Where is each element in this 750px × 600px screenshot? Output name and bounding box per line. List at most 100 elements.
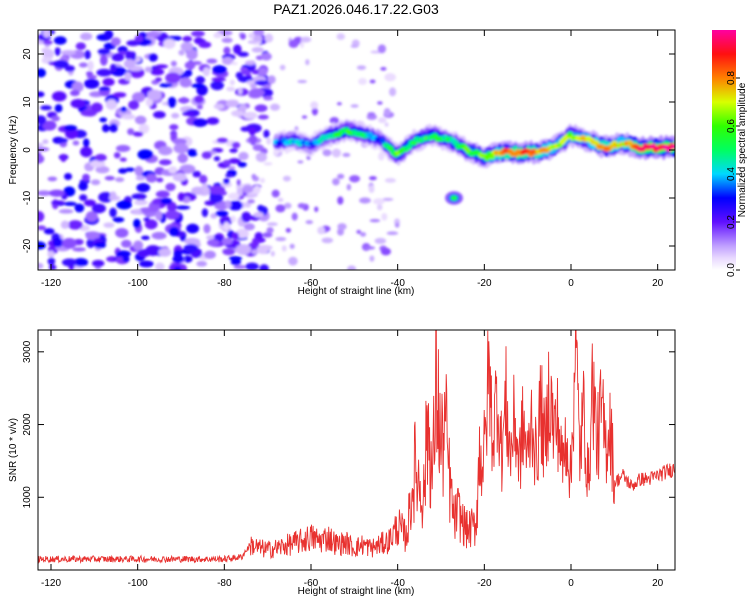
chart-title: PAZ1.2026.046.17.22.G03 <box>273 1 439 17</box>
noise-blob <box>368 185 375 193</box>
noise-blob <box>64 128 79 140</box>
snr-frame <box>37 329 676 571</box>
noise-blob <box>282 175 291 182</box>
noise-blob <box>69 89 80 97</box>
noise-blob <box>64 65 75 72</box>
noise-blob <box>152 200 162 205</box>
noise-blob <box>95 166 110 174</box>
noise-blob <box>346 183 352 191</box>
noise-blob <box>170 60 177 67</box>
noise-blob <box>206 58 218 64</box>
noise-blob <box>113 152 121 159</box>
x-tick-label: -100 <box>128 278 148 289</box>
noise-blob <box>82 173 90 182</box>
noise-blob <box>38 142 44 148</box>
noise-blob <box>42 30 51 38</box>
noise-blob <box>51 91 67 102</box>
noise-blob <box>177 97 190 104</box>
noise-blob <box>204 250 216 259</box>
noise-blob <box>125 50 133 61</box>
noise-blob <box>363 246 376 250</box>
noise-blob <box>222 248 236 256</box>
colorbar-ticks: 0.0 0.2 0.4 0.6 0.8 <box>726 71 740 277</box>
noise-blob <box>238 104 247 112</box>
noise-blob <box>78 62 88 68</box>
noise-blob <box>155 262 165 270</box>
x-tick-label: -60 <box>304 278 319 289</box>
noise-blob <box>147 89 162 101</box>
noise-blob <box>120 106 128 113</box>
spectrogram-marks <box>38 30 675 270</box>
noise-blob <box>305 220 314 225</box>
noise-blob <box>356 229 362 234</box>
noise-blob <box>80 146 93 158</box>
track-cell <box>670 143 675 150</box>
noise-blob <box>172 255 185 264</box>
snr-x-label: Height of straight line (km) <box>298 586 415 597</box>
noise-blob <box>155 64 169 69</box>
spectrogram-y-label: Frequency (Hz) <box>8 116 19 185</box>
noise-blob <box>177 192 185 202</box>
noise-blob <box>285 227 291 233</box>
track-cell <box>405 144 413 150</box>
noise-blob <box>225 100 240 108</box>
noise-blob <box>251 249 259 255</box>
noise-blob <box>221 57 234 65</box>
noise-blob <box>126 40 140 47</box>
noise-blob <box>239 33 247 40</box>
x-tick-label: -120 <box>41 278 61 289</box>
x-tick-label: 0 <box>568 278 574 289</box>
x-tick-label: -60 <box>304 578 319 589</box>
noise-blob <box>225 173 234 178</box>
noise-blob <box>173 143 189 154</box>
x-tick-label: 0 <box>568 578 574 589</box>
noise-blob <box>170 35 182 41</box>
noise-blob <box>51 115 60 122</box>
noise-blob <box>206 235 215 240</box>
noise-blob <box>252 144 264 152</box>
noise-blob <box>253 185 261 194</box>
colorbar-tick-label: 0.8 <box>726 71 737 85</box>
noise-blob <box>179 77 192 88</box>
noise-blob <box>381 213 388 221</box>
noise-blob <box>171 112 180 119</box>
noise-blob <box>91 102 103 113</box>
noise-blob <box>144 219 158 230</box>
noise-blob <box>38 225 47 231</box>
noise-blob <box>266 227 274 234</box>
noise-blob <box>115 144 131 153</box>
noise-blob <box>38 68 47 78</box>
noise-blob <box>87 60 94 71</box>
noise-blob <box>182 255 193 263</box>
noise-blob <box>48 264 57 270</box>
noise-blob <box>178 49 185 56</box>
noise-blob <box>75 42 87 51</box>
noise-blob <box>337 223 347 231</box>
noise-blob <box>269 103 280 111</box>
noise-blob <box>47 257 56 266</box>
noise-blob <box>266 137 272 145</box>
x-tick-label: 20 <box>652 278 664 289</box>
noise-blob <box>236 179 241 187</box>
noise-blob <box>58 209 74 214</box>
snr-background <box>38 330 675 570</box>
noise-blob <box>111 53 125 62</box>
noise-blob <box>386 231 399 236</box>
noise-blob <box>94 153 107 162</box>
noise-blob <box>251 46 264 53</box>
y-tick-label: -20 <box>22 238 33 253</box>
y-tick-label: 3000 <box>22 340 33 363</box>
noise-blob <box>132 131 144 137</box>
noise-blob <box>158 146 173 156</box>
noise-blob <box>123 59 136 69</box>
noise-blob <box>248 88 265 98</box>
noise-blob <box>104 175 115 181</box>
noise-blob <box>70 98 86 109</box>
noise-blob <box>388 87 397 97</box>
noise-blob <box>331 148 342 158</box>
noise-blob <box>231 110 245 117</box>
noise-blob <box>54 104 63 113</box>
noise-blob <box>148 53 158 62</box>
noise-blob <box>238 87 243 95</box>
noise-blob <box>243 111 258 120</box>
